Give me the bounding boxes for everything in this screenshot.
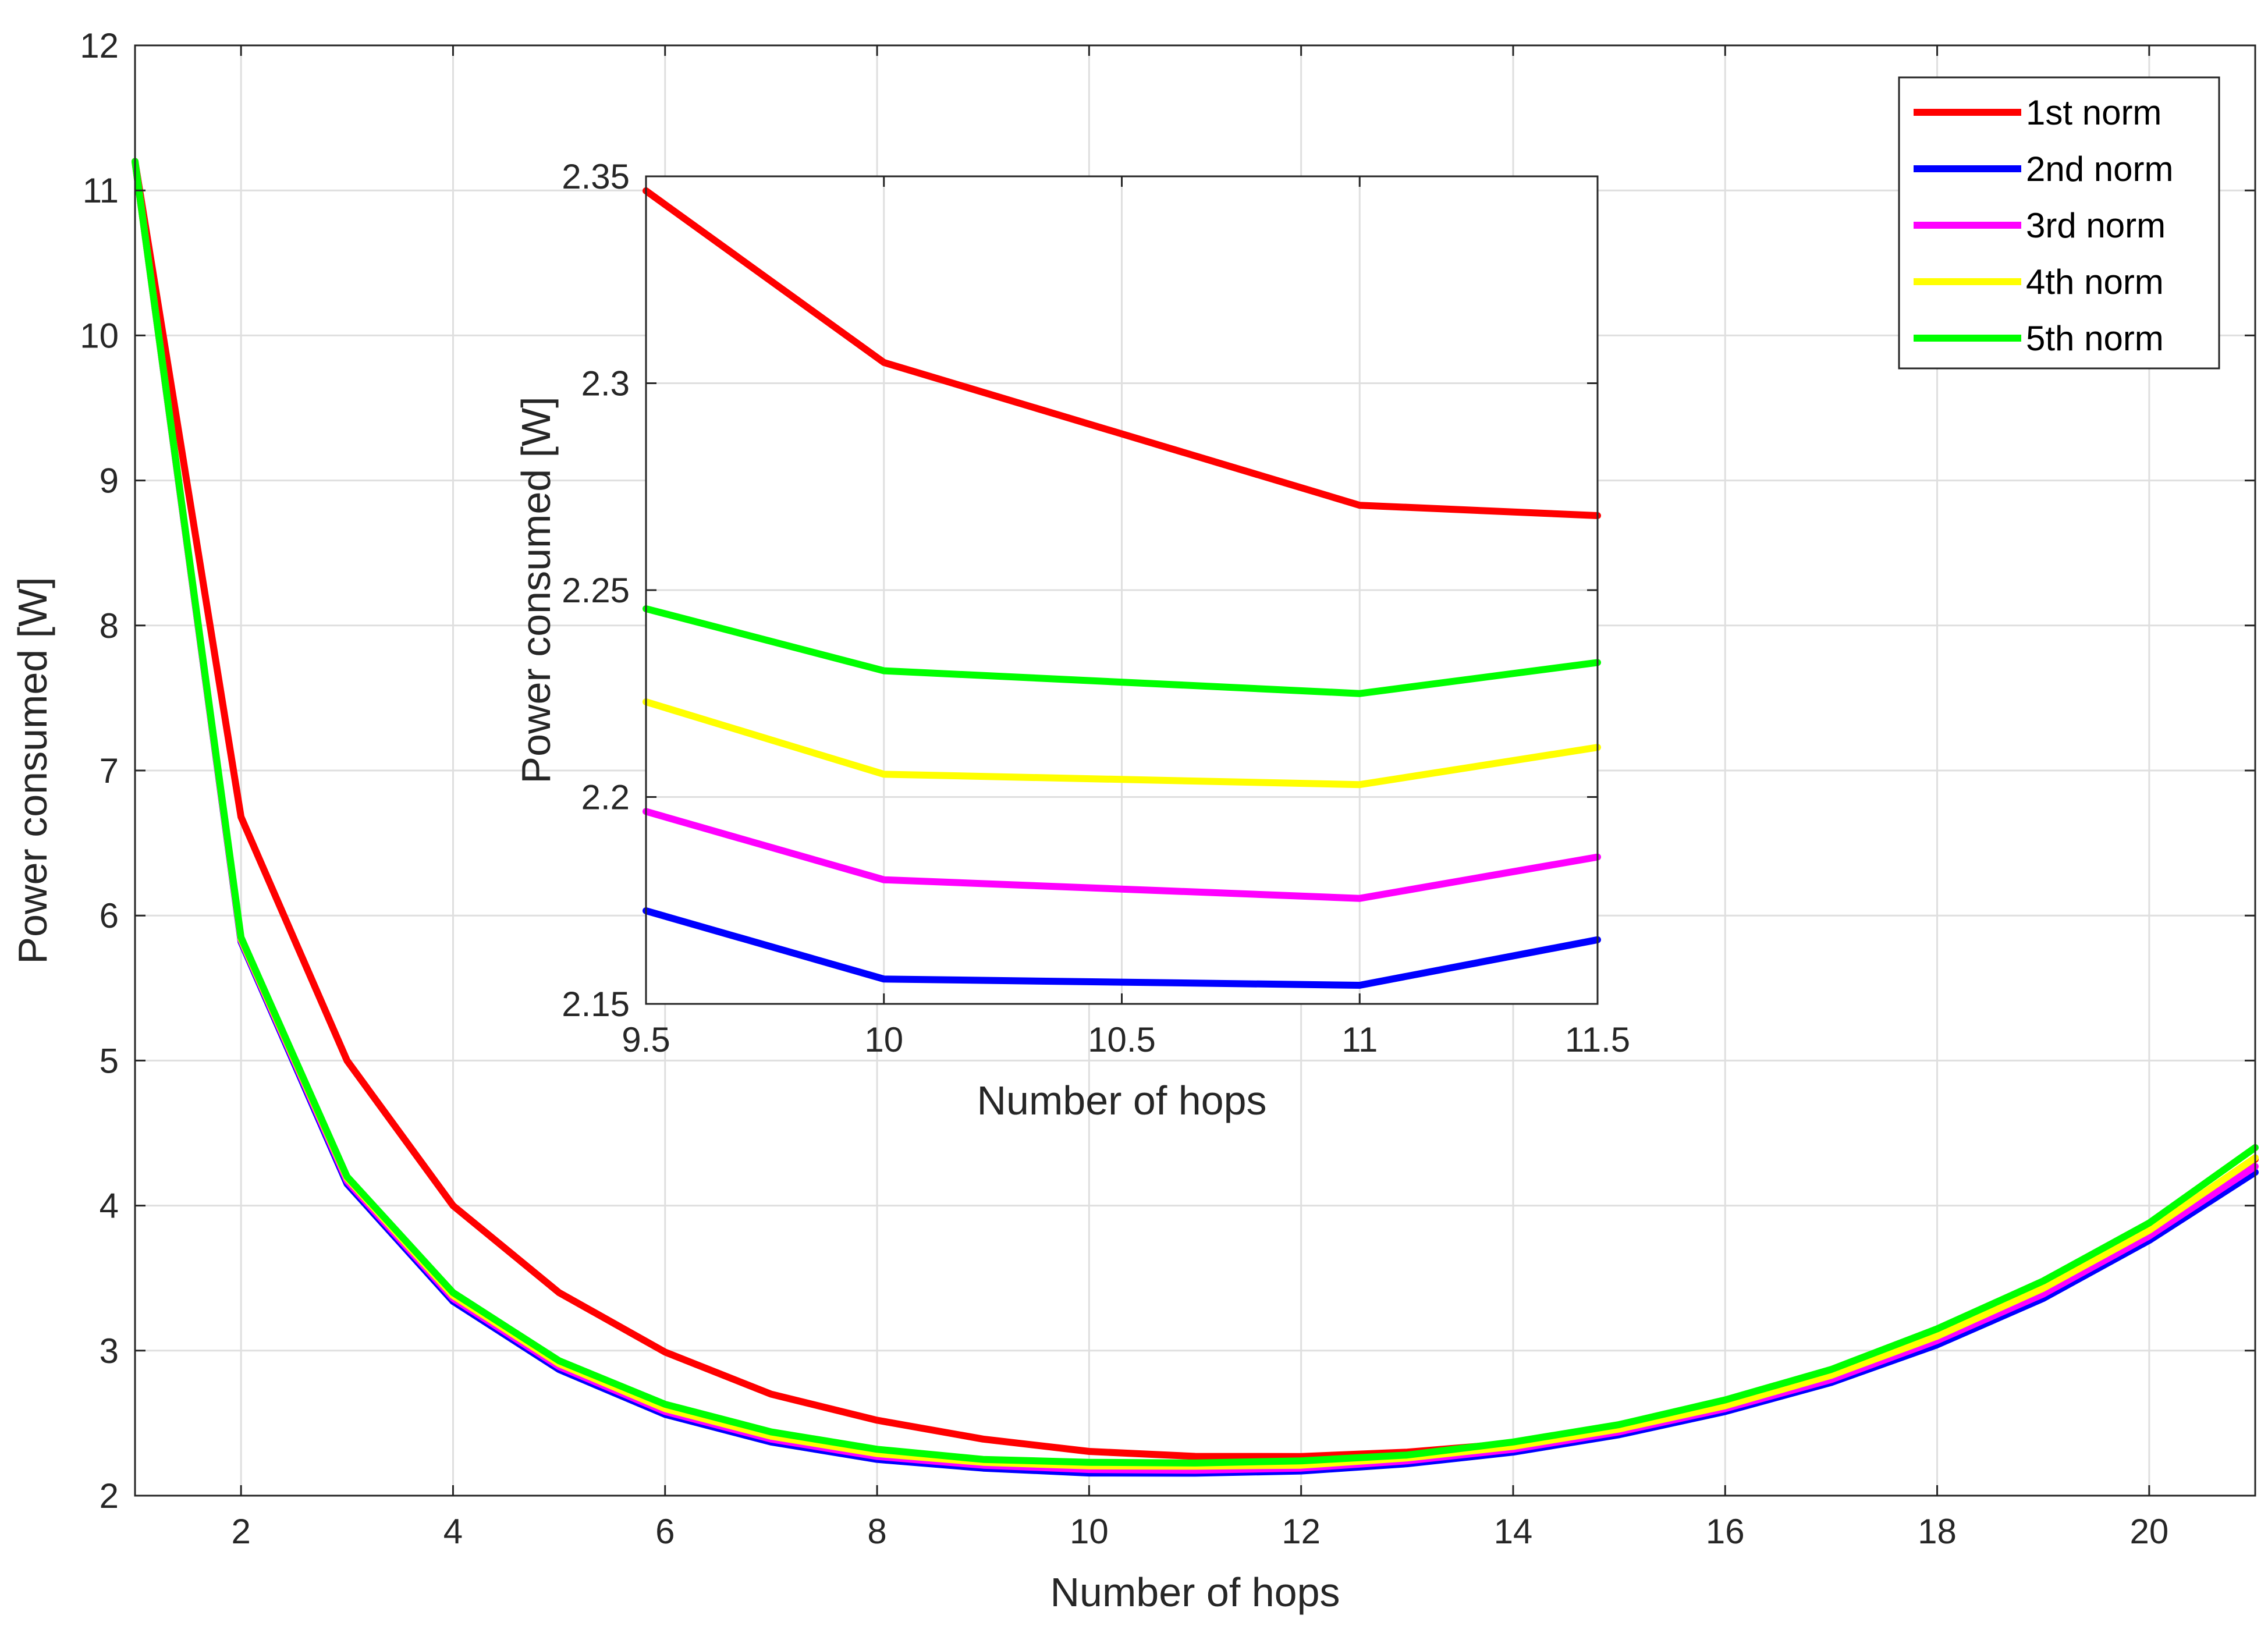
inset-y-tick-label: 2.15 [562,985,630,1024]
y-tick-label: 4 [100,1187,119,1226]
inset-x-tick-label: 11 [1341,1020,1378,1059]
y-tick-label: 9 [100,462,119,500]
y-tick-label: 2 [100,1476,119,1515]
inset-series-line-2nd-norm [643,907,1601,989]
legend-label-3rd-norm: 3rd norm [2026,206,2166,245]
inset-y-tick-label: 2.3 [581,364,630,403]
inset-x-tick-label: 10 [864,1020,903,1059]
inset-x-tick-label: 9.5 [622,1020,670,1059]
legend-label-1st-norm: 1st norm [2026,93,2161,132]
legend-label-2nd-norm: 2nd norm [2026,150,2173,189]
x-tick-label: 18 [1918,1512,1957,1551]
inset-x-tick-label: 11.5 [1565,1020,1630,1059]
x-tick-label: 6 [655,1512,675,1551]
y-tick-label: 10 [80,316,119,355]
inset-series-line-3rd-norm [643,808,1601,902]
x-tick-label: 16 [1706,1512,1745,1551]
y-tick-label: 3 [100,1332,119,1371]
x-tick-label: 20 [2129,1512,2168,1551]
x-axis-label: Number of hops [1050,1570,1340,1615]
y-tick-label: 7 [100,751,119,790]
inset-axes: 9.5 10 10.5 11 11.5 2.15 2.2 2.25 2.3 2.35 Number … [513,157,1630,1123]
legend-label-4th-norm: 4th norm [2026,262,2164,301]
y-axis-label: Power consumed [W] [10,577,55,964]
y-tick-label: 5 [100,1041,119,1080]
inset-series-line-5th-norm [643,605,1601,697]
y-tick-label: 11 [83,171,119,210]
inset-x-tick-label: 10.5 [1088,1020,1156,1059]
x-tick-label: 2 [231,1512,250,1551]
x-tick-label: 12 [1282,1512,1321,1551]
inset-y-tick-label: 2.25 [562,571,630,610]
x-tick-label: 8 [867,1512,886,1551]
inset-y-tick-label: 2.35 [562,157,630,196]
series-line-5th-norm [132,158,2259,1467]
legend: 1st norm 2nd norm 3rd norm 4th norm 5th norm [1898,76,2220,370]
inset-y-tick-label: 2.2 [581,778,630,817]
x-tick-label: 14 [1494,1512,1533,1551]
x-tick-label: 10 [1070,1512,1109,1551]
inset-series-line-4th-norm [643,698,1601,789]
inset-y-axis-label: Power consumed [W] [513,396,559,783]
y-tick-label: 8 [100,606,119,645]
inset-x-axis-label: Number of hops [977,1078,1266,1123]
x-tick-label: 4 [443,1512,463,1551]
inset-series-line-1st-norm [643,187,1601,519]
y-tick-label: 12 [80,26,119,65]
y-tick-label: 6 [100,896,119,935]
legend-label-5th-norm: 5th norm [2026,319,2164,358]
